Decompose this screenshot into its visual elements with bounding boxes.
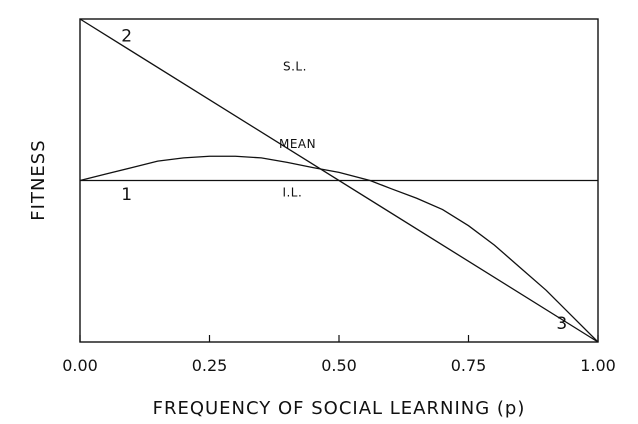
series-label-mean: MEAN: [279, 137, 316, 151]
x-tick-label: 0.75: [451, 356, 487, 375]
x-tick-label: 0.50: [321, 356, 357, 375]
region-label-3: 3: [556, 314, 567, 334]
x-ticks: 0.00 0.25 0.50 0.75 1.00: [62, 335, 616, 375]
region-label-1: 1: [121, 185, 132, 205]
x-tick-label: 0.00: [62, 356, 98, 375]
y-axis-title: FITNESS: [28, 139, 49, 220]
series-line-mean: [79, 155, 599, 343]
series-label-s-l: S.L.: [283, 60, 307, 74]
x-axis-title: FREQUENCY OF SOCIAL LEARNING (p): [153, 398, 526, 419]
region-label-2: 2: [121, 27, 132, 47]
series-layer: [79, 18, 599, 343]
x-tick-label: 1.00: [580, 356, 616, 375]
x-tick-label: 0.25: [192, 356, 228, 375]
annotations: 2 1 3 S.L. MEAN I.L.: [121, 27, 567, 334]
series-label-i-l: I.L.: [282, 186, 302, 200]
